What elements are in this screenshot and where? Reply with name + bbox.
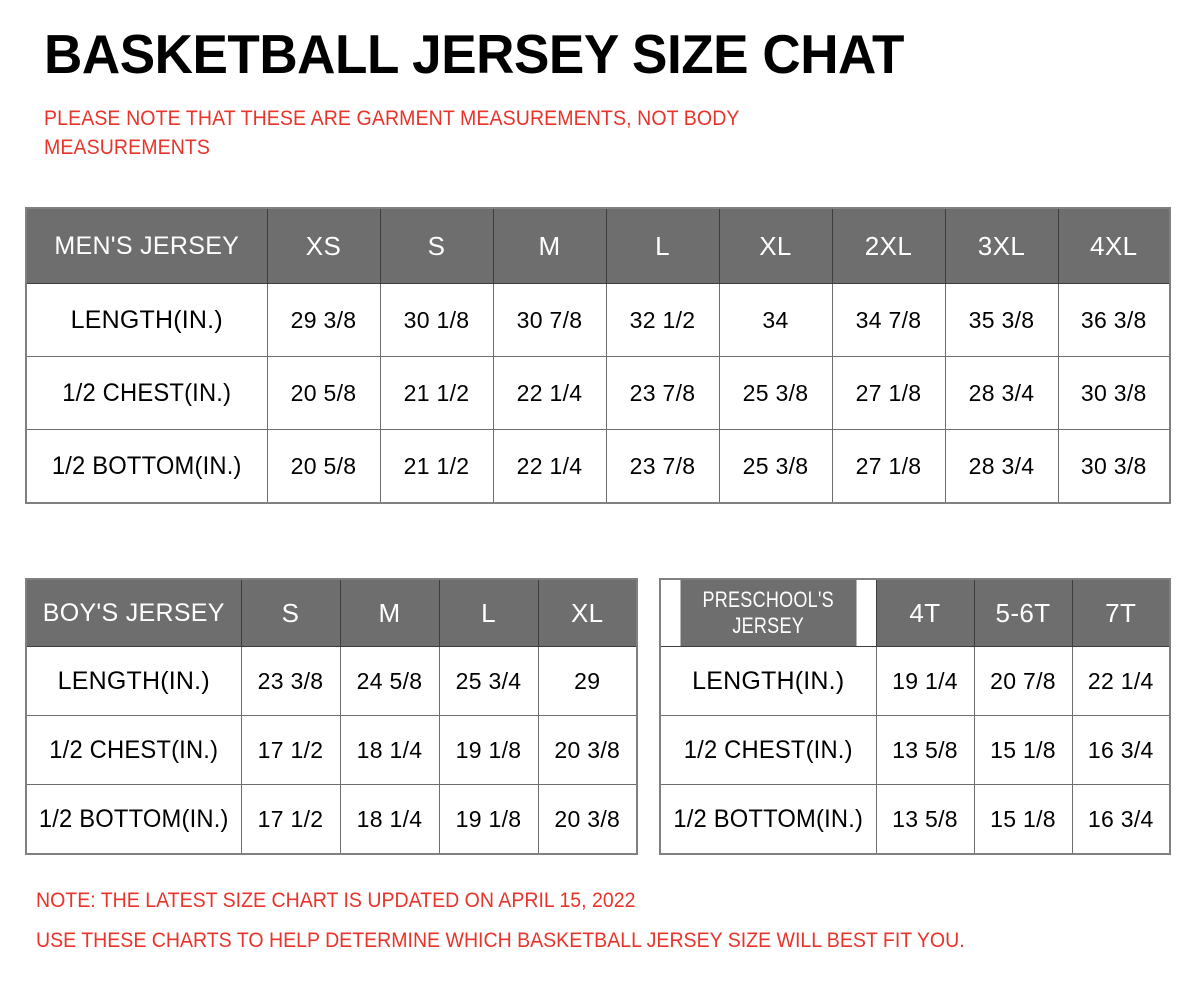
table-cell: 22 1/4 bbox=[1071, 646, 1171, 716]
table-cell: 18 1/4 bbox=[339, 715, 440, 785]
table-cell: 20 5/8 bbox=[266, 429, 381, 504]
column-header-xs: XS bbox=[266, 207, 381, 284]
table-cell: 21 1/2 bbox=[379, 356, 494, 430]
table-cell: 19 1/8 bbox=[438, 784, 539, 855]
table-cell: 34 bbox=[718, 283, 833, 357]
table-cell: 25 3/4 bbox=[438, 646, 539, 716]
table-cell: 28 3/4 bbox=[944, 356, 1059, 430]
table-cell: 34 7/8 bbox=[831, 283, 946, 357]
column-header-m: M bbox=[339, 578, 440, 647]
table-header-row: MEN'S JERSEY XS S M L XL 2XL 3XL 4XL bbox=[25, 207, 1171, 284]
boys-table-title: BOY'S JERSEY bbox=[25, 578, 242, 647]
row-label-length: LENGTH(IN.) bbox=[25, 283, 268, 357]
table-cell: 23 3/8 bbox=[240, 646, 341, 716]
table-row: 1/2 CHEST(IN.) 13 5/8 15 1/8 16 3/4 bbox=[660, 715, 1171, 785]
table-cell: 16 3/4 bbox=[1071, 715, 1171, 785]
mens-table-head: MEN'S JERSEY XS S M L XL 2XL 3XL 4XL bbox=[25, 207, 1171, 284]
table-cell: 19 1/8 bbox=[438, 715, 539, 785]
column-header-l: L bbox=[438, 578, 539, 647]
column-header-3xl: 3XL bbox=[944, 207, 1059, 284]
table-cell: 27 1/8 bbox=[831, 356, 946, 430]
table-cell: 30 3/8 bbox=[1057, 429, 1171, 504]
row-label-half-chest: 1/2 CHEST(IN.) bbox=[31, 356, 262, 430]
table-cell: 15 1/8 bbox=[973, 715, 1073, 785]
table-cell: 23 7/8 bbox=[605, 356, 720, 430]
row-label-half-chest: 1/2 CHEST(IN.) bbox=[30, 715, 237, 785]
mens-table-title: MEN'S JERSEY bbox=[25, 207, 268, 284]
table-cell: 19 1/4 bbox=[875, 646, 975, 716]
boys-table-head: BOY'S JERSEY S M L XL bbox=[25, 578, 638, 647]
row-label-length: LENGTH(IN.) bbox=[25, 646, 242, 716]
table-row: LENGTH(IN.) 19 1/4 20 7/8 22 1/4 bbox=[659, 646, 1171, 716]
table-cell: 13 5/8 bbox=[875, 715, 975, 785]
table-cell: 30 7/8 bbox=[492, 283, 607, 357]
table-cell: 35 3/8 bbox=[944, 283, 1059, 357]
page-title: BASKETBALL JERSEY SIZE CHAT bbox=[44, 23, 904, 85]
mens-jersey-size-table: MEN'S JERSEY XS S M L XL 2XL 3XL 4XL LEN… bbox=[25, 207, 1171, 504]
table-cell: 21 1/2 bbox=[379, 429, 494, 504]
column-header-4t: 4T bbox=[875, 578, 975, 647]
mens-table-body: LENGTH(IN.) 29 3/8 30 1/8 30 7/8 32 1/2 … bbox=[25, 283, 1171, 504]
table-cell: 25 3/8 bbox=[718, 429, 833, 504]
column-header-l: L bbox=[605, 207, 720, 284]
table-cell: 32 1/2 bbox=[605, 283, 720, 357]
table-row: 1/2 BOTTOM(IN.) 17 1/2 18 1/4 19 1/8 20 … bbox=[26, 784, 638, 855]
table-row: 1/2 CHEST(IN.) 20 5/8 21 1/2 22 1/4 23 7… bbox=[26, 356, 1171, 430]
preschool-jersey-size-table: PRESCHOOL'S JERSEY 4T 5-6T 7T LENGTH(IN.… bbox=[659, 578, 1171, 855]
table-cell: 24 5/8 bbox=[339, 646, 440, 716]
table-cell: 22 1/4 bbox=[492, 356, 607, 430]
preschool-table-title: PRESCHOOL'S JERSEY bbox=[679, 578, 857, 647]
table-row: LENGTH(IN.) 29 3/8 30 1/8 30 7/8 32 1/2 … bbox=[25, 283, 1171, 357]
column-header-5-6t: 5-6T bbox=[973, 578, 1073, 647]
table-header-row: BOY'S JERSEY S M L XL bbox=[25, 578, 638, 647]
column-header-4xl: 4XL bbox=[1057, 207, 1171, 284]
table-cell: 17 1/2 bbox=[240, 715, 341, 785]
table-cell: 22 1/4 bbox=[492, 429, 607, 504]
boys-table-body: LENGTH(IN.) 23 3/8 24 5/8 25 3/4 29 1/2 … bbox=[25, 646, 638, 855]
row-label-half-bottom: 1/2 BOTTOM(IN.) bbox=[31, 429, 262, 504]
table-cell: 16 3/4 bbox=[1071, 784, 1171, 855]
footer-note-usage: USE THESE CHARTS TO HELP DETERMINE WHICH… bbox=[36, 929, 965, 952]
table-cell: 25 3/8 bbox=[718, 356, 833, 430]
table-cell: 20 7/8 bbox=[973, 646, 1073, 716]
table-cell: 20 5/8 bbox=[266, 356, 381, 430]
preschool-table-body: LENGTH(IN.) 19 1/4 20 7/8 22 1/4 1/2 CHE… bbox=[659, 646, 1171, 855]
row-label-length: LENGTH(IN.) bbox=[659, 646, 877, 716]
column-header-2xl: 2XL bbox=[831, 207, 946, 284]
table-cell: 20 3/8 bbox=[537, 715, 638, 785]
row-label-half-bottom: 1/2 BOTTOM(IN.) bbox=[664, 784, 872, 855]
column-header-7t: 7T bbox=[1071, 578, 1171, 647]
table-cell: 29 3/8 bbox=[266, 283, 381, 357]
column-header-xl: XL bbox=[537, 578, 638, 647]
table-cell: 36 3/8 bbox=[1057, 283, 1171, 357]
table-header-row: PRESCHOOL'S JERSEY 4T 5-6T 7T bbox=[660, 578, 1171, 647]
table-cell: 18 1/4 bbox=[339, 784, 440, 855]
table-cell: 27 1/8 bbox=[831, 429, 946, 504]
column-header-m: M bbox=[492, 207, 607, 284]
table-cell: 23 7/8 bbox=[605, 429, 720, 504]
table-cell: 29 bbox=[537, 646, 638, 716]
table-row: 1/2 BOTTOM(IN.) 13 5/8 15 1/8 16 3/4 bbox=[660, 784, 1171, 855]
table-row: LENGTH(IN.) 23 3/8 24 5/8 25 3/4 29 bbox=[25, 646, 638, 716]
table-cell: 20 3/8 bbox=[537, 784, 638, 855]
table-cell: 30 3/8 bbox=[1057, 356, 1171, 430]
column-header-s: S bbox=[240, 578, 341, 647]
row-label-half-bottom: 1/2 BOTTOM(IN.) bbox=[30, 784, 237, 855]
table-cell: 30 1/8 bbox=[379, 283, 494, 357]
boys-jersey-size-table: BOY'S JERSEY S M L XL LENGTH(IN.) 23 3/8… bbox=[25, 578, 638, 855]
column-header-xl: XL bbox=[718, 207, 833, 284]
table-cell: 15 1/8 bbox=[973, 784, 1073, 855]
table-cell: 28 3/4 bbox=[944, 429, 1059, 504]
row-label-half-chest: 1/2 CHEST(IN.) bbox=[664, 715, 872, 785]
table-row: 1/2 CHEST(IN.) 17 1/2 18 1/4 19 1/8 20 3… bbox=[26, 715, 638, 785]
column-header-s: S bbox=[379, 207, 494, 284]
table-row: 1/2 BOTTOM(IN.) 20 5/8 21 1/2 22 1/4 23 … bbox=[26, 429, 1171, 504]
preschool-table-head: PRESCHOOL'S JERSEY 4T 5-6T 7T bbox=[660, 578, 1171, 647]
garment-measurement-disclaimer: PLEASE NOTE THAT THESE ARE GARMENT MEASU… bbox=[44, 107, 740, 159]
table-cell: 17 1/2 bbox=[240, 784, 341, 855]
table-cell: 13 5/8 bbox=[875, 784, 975, 855]
footer-note-update-date: NOTE: THE LATEST SIZE CHART IS UPDATED O… bbox=[36, 889, 636, 912]
